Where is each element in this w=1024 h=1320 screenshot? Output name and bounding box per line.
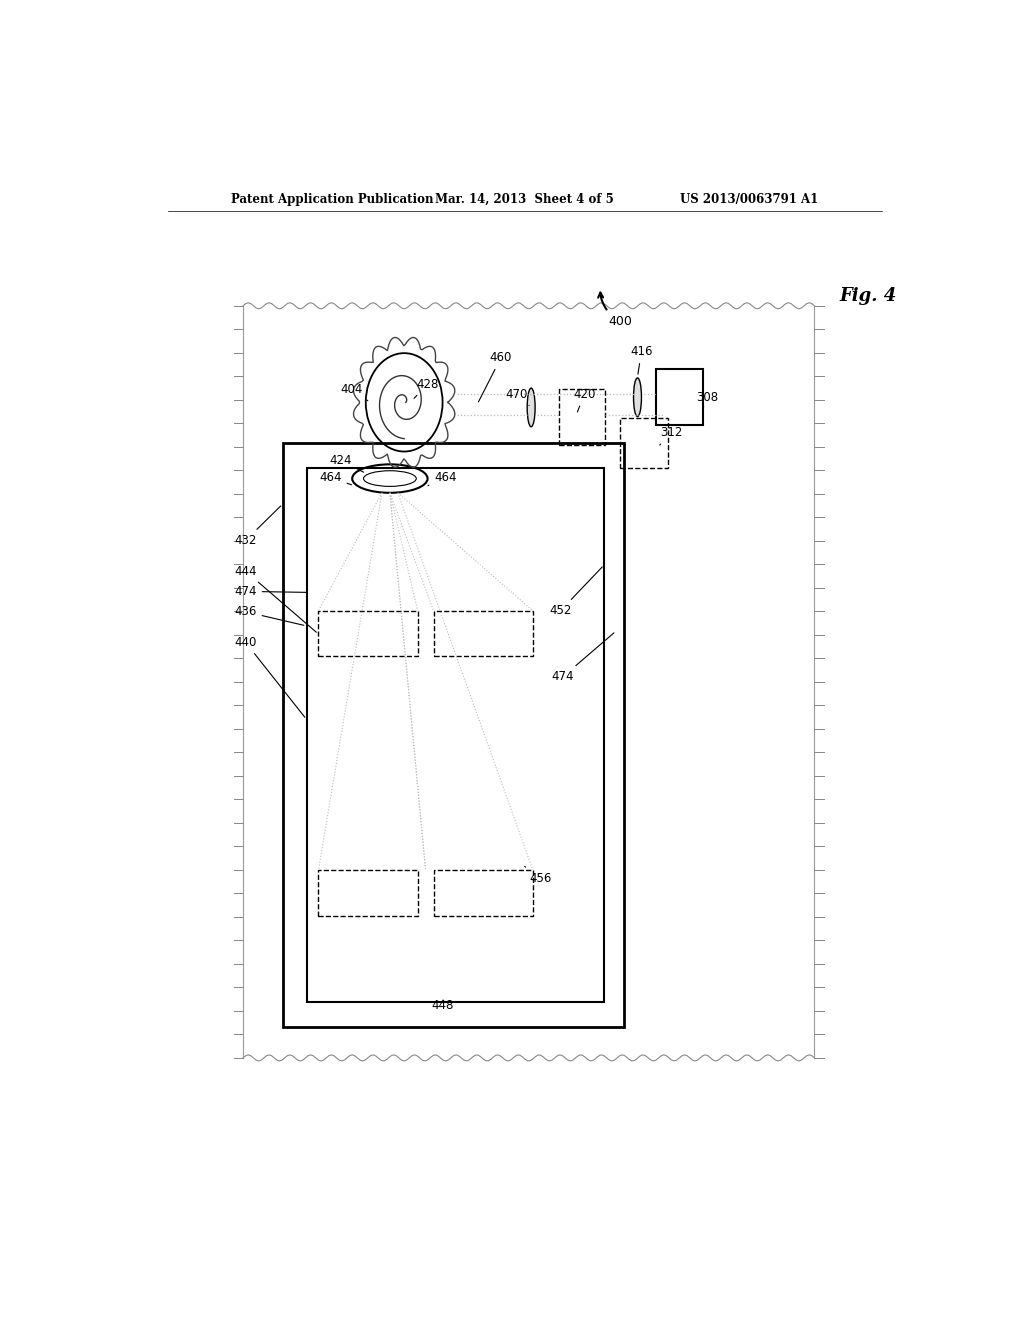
Ellipse shape (527, 388, 536, 426)
Text: 464: 464 (319, 471, 351, 484)
Text: 436: 436 (234, 605, 304, 626)
Text: 460: 460 (478, 351, 512, 401)
Text: 400: 400 (598, 293, 632, 327)
Text: 420: 420 (573, 388, 596, 412)
Text: 404: 404 (341, 383, 368, 401)
Text: 444: 444 (234, 565, 316, 632)
Text: 416: 416 (630, 345, 652, 374)
Text: 464: 464 (428, 471, 457, 486)
Text: 470: 470 (506, 388, 529, 405)
Text: 312: 312 (659, 426, 683, 445)
Text: 428: 428 (414, 378, 439, 399)
Text: 308: 308 (696, 391, 719, 408)
Text: US 2013/0063791 A1: US 2013/0063791 A1 (680, 193, 818, 206)
Text: Mar. 14, 2013  Sheet 4 of 5: Mar. 14, 2013 Sheet 4 of 5 (435, 193, 614, 206)
Text: Fig. 4: Fig. 4 (840, 286, 897, 305)
Text: 452: 452 (549, 568, 602, 618)
Text: 456: 456 (524, 866, 552, 884)
Text: 448: 448 (432, 998, 455, 1011)
Text: 474: 474 (552, 632, 614, 684)
Text: 424: 424 (330, 454, 364, 473)
Ellipse shape (634, 378, 641, 417)
Text: 432: 432 (234, 506, 281, 546)
Text: 440: 440 (234, 636, 305, 717)
Text: Patent Application Publication: Patent Application Publication (231, 193, 434, 206)
Text: 474: 474 (234, 585, 306, 598)
